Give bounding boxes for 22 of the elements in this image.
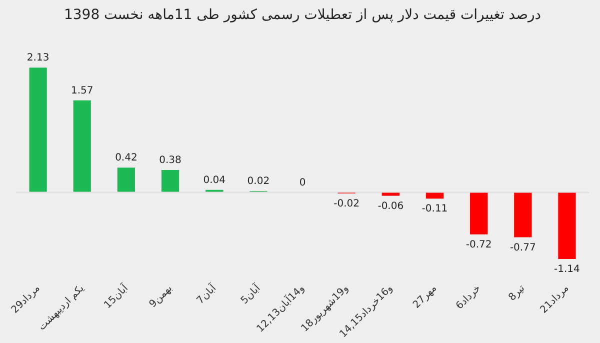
data-label: 0.38 xyxy=(159,155,182,166)
x-tick-label: 27مهر xyxy=(411,282,439,311)
data-label: 1.57 xyxy=(70,85,94,96)
data-label: -0.06 xyxy=(378,200,404,212)
data-label: 0.04 xyxy=(203,174,226,186)
data-label: -0.11 xyxy=(422,204,448,215)
data-label: 0.02 xyxy=(247,176,270,188)
x-tick-label: 8تیر xyxy=(506,282,528,304)
data-label: 2.13 xyxy=(26,52,50,64)
data-label: 0.42 xyxy=(115,152,138,164)
data-label: -1.14 xyxy=(554,264,580,275)
chart-title: درصد تغییرات قیمت دلار پس از تعطیلات رسمی کشور طی 11ماهه نخست 1398 xyxy=(64,7,542,23)
x-tick-label: 7آبان xyxy=(194,280,220,307)
x-tick-label: 21مرداد xyxy=(538,282,572,316)
data-label: 0 xyxy=(299,177,306,188)
x-tick-label: 29مرداد xyxy=(10,282,42,316)
x-tick-label: 6خرداد xyxy=(454,282,484,312)
data-label: -0.02 xyxy=(334,198,360,210)
x-tick-label: 9بهمن xyxy=(148,282,175,310)
data-label: -0.72 xyxy=(466,239,492,250)
x-tick-label: 15آبان xyxy=(100,280,132,312)
data-label: -0.77 xyxy=(510,242,536,254)
